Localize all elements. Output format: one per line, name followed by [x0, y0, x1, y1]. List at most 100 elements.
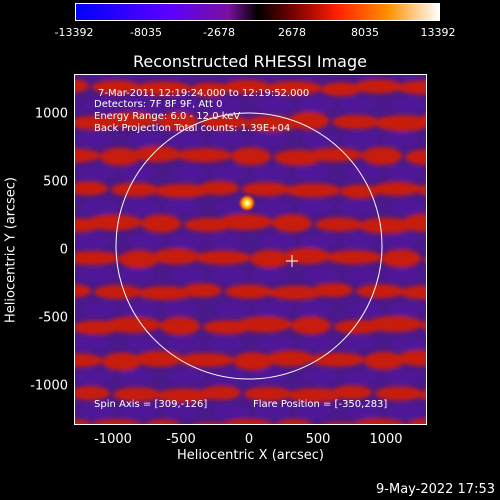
stripe-blob-red: [373, 181, 421, 196]
stripe-blob-red: [283, 248, 331, 264]
stripe-blob-purple: [382, 235, 418, 247]
stripe-blob-red: [152, 248, 200, 265]
stripe-blob-red: [231, 147, 271, 166]
y-axis-label: Heliocentric Y (arcsec): [3, 177, 19, 323]
stripe-blob-red: [332, 385, 372, 400]
stripe-blob-purple: [126, 235, 162, 247]
stripe-blob-purple: [208, 235, 244, 247]
y-tick-label: -1000: [30, 378, 68, 394]
x-axis-label: Heliocentric X (arcsec): [177, 448, 324, 463]
stripe-blob-purple: [79, 167, 115, 179]
stripe-blob-red: [364, 351, 404, 370]
rhessi-image[interactable]: [74, 74, 427, 425]
stripe-blob-red: [266, 350, 314, 367]
stripe-pattern: [74, 74, 427, 425]
stripe-blob-red: [201, 115, 249, 130]
stripe-blob-red: [354, 79, 402, 94]
stripe-blob-purple: [75, 235, 111, 247]
stripe-blob-purple: [165, 99, 201, 111]
stripe-blob-red: [135, 350, 183, 367]
plot-title: Reconstructed RHESSI Image: [133, 52, 367, 71]
stripe-blob-red: [176, 148, 232, 163]
stripe-blob-purple: [388, 303, 424, 315]
colorbar-tick: -2678: [203, 26, 235, 39]
stripe-blob-red: [289, 111, 329, 130]
stripe-blob-red: [375, 386, 423, 401]
stripe-blob-purple: [168, 133, 204, 145]
stripe-blob-purple: [295, 405, 331, 417]
flare-position-label: Flare Position = [-350,283]: [253, 399, 388, 410]
stripe-blob-red: [285, 183, 341, 198]
stripe-blob-purple: [83, 99, 119, 111]
stripe-blob-purple: [207, 337, 243, 349]
stripe-blob-red: [236, 316, 292, 333]
solar-limb: [115, 112, 383, 380]
stripe-blob-purple: [211, 269, 247, 281]
stripe-blob-purple: [387, 405, 423, 417]
stripe-blob-purple: [119, 269, 155, 281]
stripe-blob-purple: [298, 99, 334, 111]
stripe-blob-red: [89, 419, 143, 425]
stripe-blob-red: [244, 387, 292, 401]
stripe-blob-red: [74, 353, 103, 368]
stripe-blob-red: [74, 386, 110, 401]
colorbar-tick: -13392: [54, 26, 94, 39]
stripe-blob-red: [144, 419, 182, 425]
stripe-blob-red: [217, 214, 273, 230]
stripe-blob-red: [397, 80, 427, 95]
stripe-blob-red: [94, 285, 142, 299]
stripe-blob-red: [313, 283, 353, 297]
stripe-blob-red: [268, 285, 324, 300]
colorbar-tick: 13392: [420, 26, 456, 39]
stripe-blob-purple: [164, 201, 200, 213]
stripe-blob-red: [92, 80, 140, 95]
stripe-blob-red: [422, 319, 427, 332]
stripe-blob-purple: [252, 269, 288, 281]
stripe-blob-purple: [341, 235, 377, 247]
stripe-blob-purple: [342, 133, 378, 145]
flare-source: [238, 194, 256, 212]
stripe-blob-purple: [338, 201, 374, 213]
stripe-blob-purple: [169, 371, 205, 383]
stripe-blob-purple: [251, 371, 287, 383]
stripe-blob-red: [397, 350, 427, 366]
colorbar: [75, 3, 440, 21]
spin-axis-label: Spin Axis = [309,-126]: [94, 399, 208, 410]
stripe-blob-purple: [255, 303, 291, 315]
stripe-blob-purple: [390, 99, 426, 111]
stripe-blob-red: [178, 353, 234, 367]
stripe-blob-purple: [346, 405, 382, 417]
stripe-blob-purple: [301, 133, 337, 145]
stripe-blob-red: [103, 112, 159, 128]
stripe-blob-purple: [347, 303, 383, 315]
x-tick-label: 500: [305, 432, 331, 447]
stripe-blob-red: [356, 284, 404, 299]
stripe-blob-purple: [212, 167, 248, 179]
stripe-blob-red: [250, 249, 290, 268]
stripe-blob-red: [358, 217, 414, 234]
x-tick-label: -1000: [94, 432, 132, 447]
stripe-blob-purple: [339, 99, 375, 111]
stripe-blob-red: [242, 182, 290, 197]
stripe-blob-red: [111, 182, 159, 197]
stripe-blob-red: [74, 251, 120, 265]
stripe-blob-purple: [250, 133, 286, 145]
stripe-blob-red: [141, 214, 181, 233]
stripe-blob-purple: [77, 371, 113, 383]
stripe-blob-red: [135, 81, 191, 96]
stripe-blob-purple: [391, 337, 427, 349]
stripe-blob-red: [326, 250, 382, 265]
stripe-blob-red: [223, 79, 271, 94]
stripe-blob-purple: [76, 133, 112, 145]
colorbar-tick: 8035: [351, 26, 379, 39]
stripe-blob-purple: [297, 201, 333, 213]
stripe-blob-purple: [127, 133, 163, 145]
stripe-blob-red: [375, 115, 427, 132]
stripe-blob-red: [201, 385, 241, 400]
stripe-blob-purple: [300, 235, 336, 247]
stripe-blob-purple: [78, 269, 114, 281]
stripe-blob-purple: [258, 337, 294, 349]
y-tick-label: 500: [43, 174, 68, 190]
stripe-blob-red: [199, 181, 239, 195]
stripe-blob-red: [133, 146, 181, 162]
